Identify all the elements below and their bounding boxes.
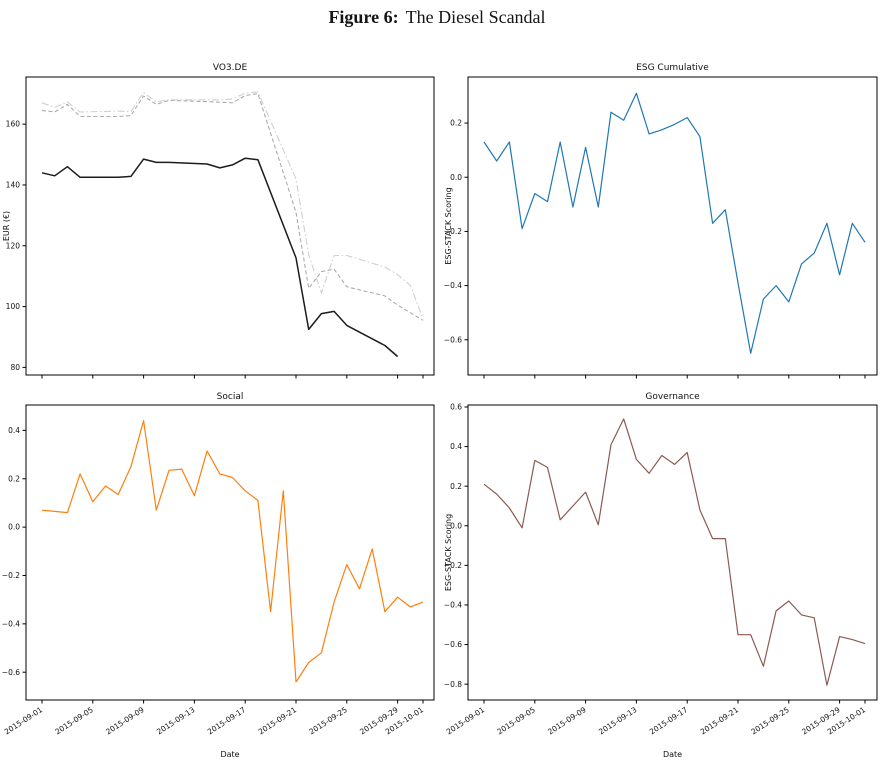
axes-box [25,76,435,376]
chart-title-vo3de: VO3.DE [213,63,248,73]
y-tick-label: −0.2 [444,561,462,570]
y-tick-label: 0.4 [8,426,20,435]
x-axis-label-social: Date [220,750,239,759]
x-tick-label: 2015-09-09 [104,705,146,736]
x-tick-label: 2015-09-21 [699,705,741,736]
chart-title-governance: Governance [645,392,700,402]
series-solid-black [41,157,399,358]
chart-title-esgcum: ESG Cumulative [636,63,709,73]
series-governance [483,418,866,686]
y-tick-label: 0.2 [450,482,462,491]
y-tick-label: 0.2 [450,119,462,128]
y-tick-label: 100 [6,302,21,311]
x-tick-label: 2015-09-09 [546,705,588,736]
y-axis-label-vo3de: EUR (€) [2,211,11,241]
chart-vo3de: VO3.DE 80 100 120 140 160 EUR (€) [2,63,435,379]
y-tick-label: 0.0 [450,173,462,182]
y-tick-label: 0.0 [8,523,20,532]
y-tick-label: −0.8 [444,680,462,689]
y-tick-label: −0.4 [444,601,462,610]
x-tick-label: 2015-09-13 [597,705,639,736]
x-axis-label-governance: Date [663,750,682,759]
axes-box [25,404,435,701]
y-tick-label: 80 [10,363,20,372]
y-tick-label: −0.4 [444,281,462,290]
chart-governance: Governance 0.6 0.4 0.2 0.0 −0.2 −0.4 −0.6 −0.8 20… [444,392,878,759]
x-tick-label: 2015-09-17 [648,705,690,736]
y-tick-label: −0.2 [2,571,20,580]
x-tick-label: 2015-09-01 [3,705,45,736]
chart-social: Social 0.4 0.2 0.0 −0.2 −0.4 −0.6 2015-09-01 201… [2,392,435,759]
series-esg-cumulative [483,92,866,354]
axes-box [467,76,878,376]
y-axis-label-esgcum: ESG-STACK Scoring [444,187,453,264]
x-tick-label: 2015-09-01 [445,705,487,736]
y-tick-label: −0.6 [444,640,462,649]
x-tick-label: 2015-09-25 [749,705,791,736]
y-tick-label: 140 [6,181,21,190]
y-tick-label: 0.4 [450,442,462,451]
y-tick-label: 120 [6,241,21,250]
figure-title-text: The Diesel Scandal [405,7,546,27]
x-tick-label: 2015-09-05 [495,705,537,736]
y-tick-label: −0.6 [2,668,20,677]
y-tick-label: 160 [6,120,21,129]
y-tick-label: 0.0 [450,521,462,530]
y-tick-label: 0.6 [450,403,462,412]
y-tick-label: −0.2 [444,227,462,236]
series-dashed-gray [41,93,424,321]
x-tick-label: 2015-09-13 [155,705,197,736]
series-social [41,420,424,683]
figure-label: Figure 6: [328,7,399,27]
x-tick-label: 2015-09-21 [257,705,299,736]
x-tick-label: 2015-09-25 [307,705,349,736]
axes-box [467,404,878,701]
series-dashdot-lightgray [41,91,424,319]
y-tick-label: 0.2 [8,474,20,483]
x-tick-label: 2015-09-17 [206,705,248,736]
y-axis-label-governance: ESG-STACK Scoring [444,514,453,591]
x-tick-label: 2015-09-05 [53,705,95,736]
y-tick-label: −0.4 [2,619,20,628]
y-tick-label: −0.6 [444,335,462,344]
chart-esgcum: ESG Cumulative 0.2 0.0 −0.2 −0.4 −0.6 ESG-STAC… [444,63,878,379]
figure-title: Figure 6: The Diesel Scandal [0,7,874,28]
chart-title-social: Social [217,392,244,402]
